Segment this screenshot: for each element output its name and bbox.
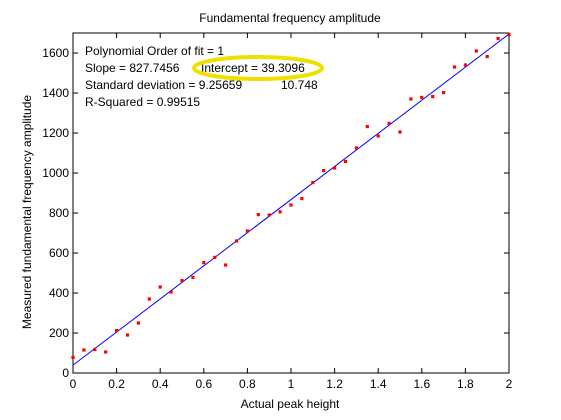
x-axis-label: Actual peak height — [241, 397, 340, 411]
data-point — [180, 279, 184, 283]
data-point — [431, 95, 435, 99]
data-point — [333, 166, 337, 170]
annotation-std-dev-2: 10.748 — [281, 78, 318, 92]
y-tick-label: 400 — [49, 286, 69, 300]
data-point — [136, 321, 140, 325]
data-point — [387, 121, 391, 125]
data-point — [71, 355, 75, 359]
data-point — [224, 263, 228, 267]
data-point — [442, 91, 446, 95]
annotation-intercept: Intercept = 39.3096 — [201, 61, 305, 75]
data-point — [376, 134, 380, 138]
data-point — [343, 159, 348, 163]
x-tick-label: 1.4 — [370, 377, 387, 391]
data-point — [507, 33, 511, 37]
data-point — [267, 213, 271, 217]
data-point — [147, 297, 151, 301]
y-tick-label: 800 — [49, 206, 69, 220]
x-tick-label: 0.2 — [108, 377, 125, 391]
x-tick-label: 1 — [288, 377, 295, 391]
data-point — [202, 261, 206, 265]
data-point — [322, 169, 326, 173]
data-point — [452, 65, 457, 69]
data-point — [245, 229, 249, 233]
data-point — [311, 181, 315, 185]
data-point — [278, 210, 282, 214]
data-point — [169, 290, 173, 294]
data-point — [354, 146, 358, 150]
y-tick-label: 1000 — [42, 166, 69, 180]
data-point — [496, 37, 500, 41]
fit-line — [72, 33, 510, 366]
x-tick-label: 0.4 — [152, 377, 169, 391]
intercept-highlight-ellipse — [192, 55, 324, 81]
data-point — [213, 255, 217, 259]
data-point — [485, 55, 489, 59]
data-point — [300, 197, 304, 201]
x-tick-label: 1.6 — [413, 377, 430, 391]
y-tick-label: 200 — [49, 326, 69, 340]
x-tick-label: 0.8 — [239, 377, 256, 391]
data-point — [474, 49, 478, 53]
annotation-r-squared: R-Squared = 0.99515 — [85, 95, 200, 109]
data-point — [234, 239, 239, 243]
annotation-std-dev: Standard deviation = 9.25659 — [85, 78, 242, 92]
y-tick-label: 1200 — [42, 126, 69, 140]
y-tick-label: 1600 — [42, 46, 69, 60]
x-tick-label: 1.2 — [326, 377, 343, 391]
y-axis-label: Measured fundamental frequency amplitude — [20, 95, 34, 329]
x-tick-label: 2 — [506, 377, 513, 391]
data-point — [82, 348, 86, 352]
data-point — [104, 350, 108, 354]
annotation-slope: Slope = 827.7456 — [85, 61, 180, 75]
y-tick-label: 0 — [62, 366, 69, 380]
plot-area: 0 0.2 0.4 0.6 0.8 1 1.2 1.4 1.6 1.8 2 0 200 400 600 800… — [42, 32, 513, 391]
data-point — [365, 125, 369, 129]
y-tick-label: 600 — [49, 246, 69, 260]
data-point — [93, 347, 97, 351]
chart-title: Fundamental frequency amplitude — [199, 11, 381, 25]
x-tick-label: 0 — [70, 377, 77, 391]
data-point — [125, 333, 130, 337]
data-point — [463, 63, 467, 67]
data-point — [115, 329, 119, 333]
x-tick-label: 0.6 — [195, 377, 212, 391]
annotation-fit-order: Polynomial Order of fit = 1 — [85, 44, 224, 58]
data-point — [256, 213, 260, 217]
data-point — [420, 95, 424, 99]
data-point — [398, 130, 402, 134]
x-tick-label: 1.8 — [457, 377, 474, 391]
data-point — [289, 203, 293, 207]
data-point — [409, 97, 413, 101]
data-point — [158, 285, 162, 289]
y-tick-label: 1400 — [42, 86, 69, 100]
data-point — [191, 275, 195, 279]
